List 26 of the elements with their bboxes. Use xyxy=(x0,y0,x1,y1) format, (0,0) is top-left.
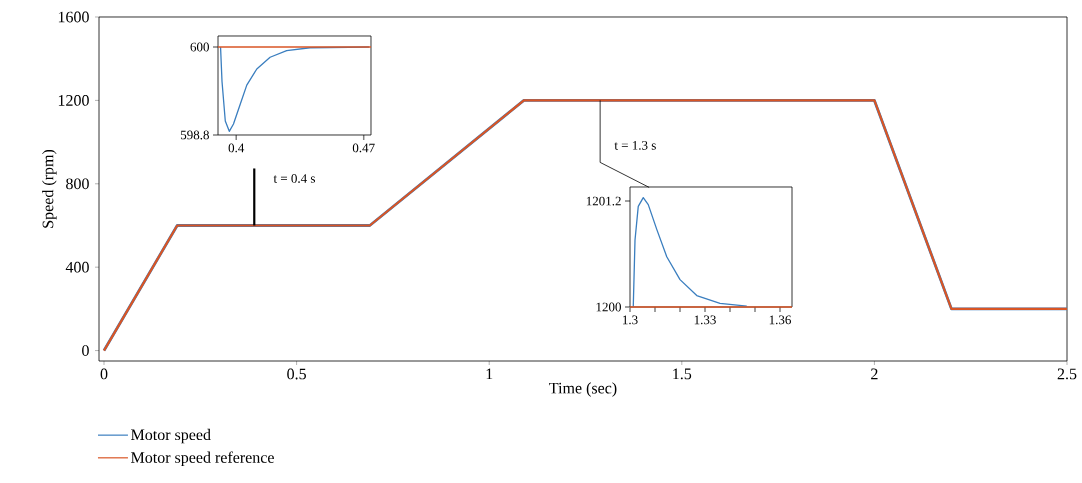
x-tick-label: 1.33 xyxy=(694,315,716,325)
x-tick-label: 2.5 xyxy=(1057,368,1077,380)
x-tick-label: 0 xyxy=(100,368,108,380)
y-tick-label: 600 xyxy=(190,42,209,52)
legend-label: Motor speed reference xyxy=(131,451,274,467)
y-tick-label: 400 xyxy=(65,261,89,273)
annotation: t = 1.3 s xyxy=(614,140,656,150)
x-tick-label: 0.47 xyxy=(352,143,375,153)
x-tick-label: 1.36 xyxy=(769,315,791,325)
x-tick-label: 1 xyxy=(486,368,493,380)
x-tick-label: 2 xyxy=(871,368,878,380)
y-axis-title: Speed (rpm) xyxy=(42,149,57,228)
x-tick-label: 0.5 xyxy=(287,368,306,380)
y-tick-label: 1200 xyxy=(596,302,621,312)
x-tick-label: 1.3 xyxy=(623,315,638,325)
y-tick-label: 800 xyxy=(66,178,89,190)
x-tick-label: 0.4 xyxy=(228,143,245,153)
legend-label: Motor speed xyxy=(131,428,211,444)
x-axis-title: Time (sec) xyxy=(549,382,617,397)
x-tick-label: 1.5 xyxy=(673,368,692,380)
annotation: t = 0.4 s xyxy=(273,174,315,183)
y-tick-label: 1201.2 xyxy=(586,196,621,206)
y-tick-label: 598.8 xyxy=(180,130,209,140)
y-tick-label: 1600 xyxy=(58,11,89,23)
y-tick-label: 1200 xyxy=(58,95,89,106)
y-tick-label: 0 xyxy=(82,345,89,356)
